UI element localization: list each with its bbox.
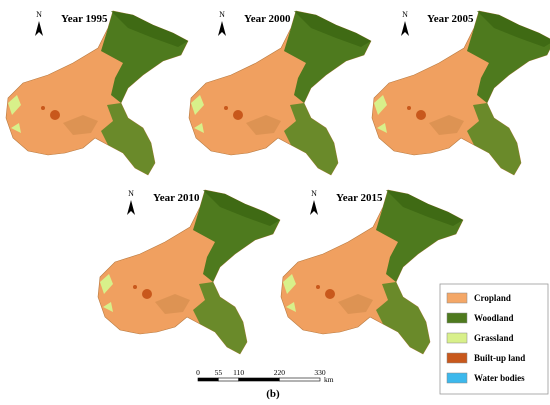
scale-segment (197, 377, 219, 382)
map-panel: N Year 2005 (372, 10, 550, 175)
legend-label: Grassland (474, 333, 514, 343)
scale-unit: km (324, 375, 334, 384)
legend: Cropland Woodland Grassland Built-up land Wa… (446, 292, 525, 384)
legend-swatch (446, 332, 468, 344)
legend-swatch (446, 352, 468, 364)
panel-title: Year 2015 (336, 192, 383, 204)
scale-label: 0 (196, 368, 200, 377)
north-label: N (219, 10, 225, 19)
scale-label: 55 (215, 368, 223, 377)
region-map (189, 11, 371, 175)
panel-title: Year 2005 (427, 13, 474, 25)
region-map (6, 11, 188, 175)
region-map (281, 190, 463, 354)
map-panels: N Year 1995 N Year 2000 N Year 2005 N Year 2010… (6, 10, 550, 354)
legend-label: Cropland (474, 293, 511, 303)
scale-label: 110 (233, 368, 244, 377)
north-label: N (128, 189, 134, 198)
north-label: N (36, 10, 42, 19)
panel-title: Year 1995 (61, 13, 108, 25)
scale-label: 330 (314, 368, 326, 377)
panel-title: Year 2000 (244, 13, 291, 25)
map-panel: N Year 2000 (189, 10, 371, 175)
scale-label: 220 (274, 368, 286, 377)
legend-swatch (446, 292, 468, 304)
legend-swatch (446, 372, 468, 384)
scale-segment (279, 377, 321, 382)
caption: (b) (266, 388, 280, 400)
legend-label: Built-up land (474, 353, 525, 363)
north-arrow (218, 21, 226, 36)
panel-title: Year 2010 (153, 192, 200, 204)
scale-segment (238, 377, 280, 382)
map-panel: N Year 2010 (98, 189, 280, 354)
legend-label: Woodland (474, 313, 514, 323)
legend-label: Water bodies (474, 373, 525, 383)
north-arrow (310, 200, 318, 215)
north-arrow (35, 21, 43, 36)
north-label: N (402, 10, 408, 19)
map-panel: N Year 1995 (6, 10, 188, 175)
scale-segment (218, 377, 239, 382)
region-map (98, 190, 280, 354)
region-map (372, 11, 550, 175)
north-arrow (401, 21, 409, 36)
north-arrow (127, 200, 135, 215)
legend-swatch (446, 312, 468, 324)
north-label: N (311, 189, 317, 198)
map-panel: N Year 2015 (281, 189, 463, 354)
